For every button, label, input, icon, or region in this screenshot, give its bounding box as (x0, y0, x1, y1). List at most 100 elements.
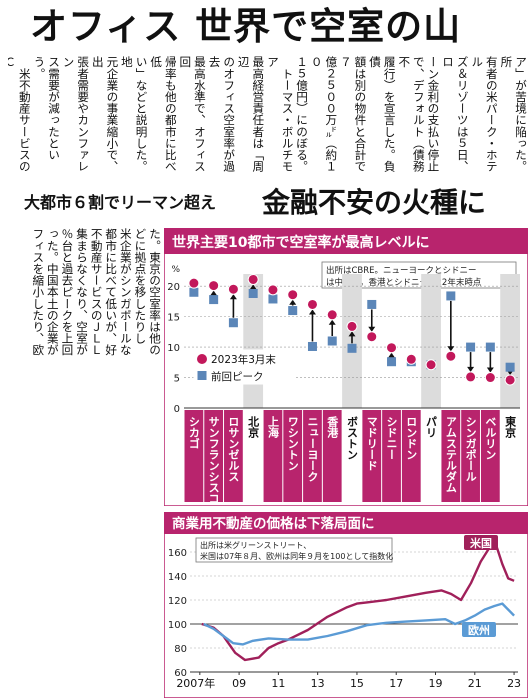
city-label-bg (401, 410, 421, 502)
legend-box (193, 349, 295, 385)
city-label: ニューヨーク (306, 416, 319, 482)
eu-series-label: 欧州 (468, 623, 490, 637)
chart-note-line2: は中心部。香港とシドニーは22年末時点 (326, 277, 482, 288)
city-label-bg (362, 410, 382, 502)
city-label: パリ (425, 416, 438, 438)
city-label-bg (322, 410, 342, 502)
note-box (195, 537, 393, 563)
text-column: どに拠点を移したりし (133, 228, 148, 344)
text-column: 米企業がシンガポールな (118, 228, 133, 356)
chart-note-line1: 出所は米グリーンストリート、 (200, 540, 311, 550)
chart-title: 世界主要10都市で空室率が最高レベルに (172, 234, 429, 251)
city-label: ロンドン (405, 416, 418, 460)
arrow-head (210, 290, 218, 296)
city-label-bg (303, 410, 322, 502)
arrow-head (308, 309, 316, 315)
arrow-head (388, 352, 396, 358)
current-marker (346, 320, 358, 332)
x-tick-label: 23 (507, 677, 521, 690)
current-marker (267, 284, 279, 296)
chart-title: 商業用不動産の価格は下落局面に (172, 515, 375, 532)
eu-label-bg (462, 622, 496, 637)
chart-note-line1: 出所はCBRE。ニューヨークとシドニー (326, 265, 477, 276)
peak-marker (228, 318, 238, 328)
article-bottom-text: た。東京の空室率は他の どに拠点を移したりし 米企業がシンガポールな 都市に比べて低い… (12, 228, 162, 698)
arrow-head (368, 326, 376, 332)
current-marker (287, 289, 299, 301)
y-unit: % (171, 265, 180, 275)
x-tick-label: 19 (429, 677, 443, 690)
text-column: 元企業の事業縮小で、出 (90, 56, 120, 172)
x-tick-label: 13 (311, 677, 325, 690)
subheadline-left: 大都市６割でリーマン超え (24, 193, 217, 212)
current-marker (366, 331, 378, 343)
text-column: トーマス・ボルチモア (265, 56, 295, 172)
peak-marker (268, 294, 278, 304)
x-tick-label: 17 (389, 677, 403, 690)
us-series-label: 米国 (469, 536, 492, 550)
text-column: 米不動産サービスのＣ (8, 56, 32, 172)
arrow-head (447, 346, 455, 352)
current-marker (188, 277, 200, 289)
text-column: 集まらなくなり、空室が (75, 228, 90, 356)
peak-marker (367, 299, 377, 309)
legend-current-label: 2023年3月末 (211, 353, 276, 366)
city-label-bg (421, 410, 441, 502)
city-label: サンフランシスコ (207, 416, 220, 504)
city-label-bg (480, 410, 500, 502)
text-column: 最高経営責任者は「周辺 (236, 56, 266, 172)
city-label-bg (243, 410, 263, 502)
city-label: 上海 (266, 415, 279, 439)
current-marker (484, 372, 496, 384)
peak-marker (288, 306, 298, 316)
y-tick-label: 80 (174, 644, 187, 655)
y-tick-label: 10 (167, 343, 180, 354)
y-tick-label: 5 (174, 374, 180, 385)
city-label: 東京 (504, 415, 517, 439)
chart-note-line2: 米国は07年８月、欧州は同年９月を100として指数化 (200, 551, 393, 561)
column-band (421, 274, 441, 408)
subheadline-right: 金融不安の火種に (262, 186, 487, 219)
column-band (500, 274, 520, 408)
x-tick-label: 09 (232, 677, 246, 690)
peak-marker (307, 341, 317, 351)
text-column: 億２５００万㌦（約１０ (309, 56, 339, 172)
peak-marker (189, 287, 199, 297)
current-marker (405, 353, 417, 365)
y-tick-label: 140 (168, 572, 187, 583)
text-column: た。東京の空室率は他の (148, 228, 162, 356)
city-label: シドニー (385, 416, 398, 460)
us-label-bg (464, 535, 498, 550)
current-marker (425, 359, 437, 371)
arrow-head (348, 331, 356, 337)
text-column: で、デフォルト（債務不 (397, 56, 426, 172)
peak-marker (485, 342, 495, 352)
series-line-us (201, 544, 515, 662)
current-marker (306, 298, 318, 310)
arrow-head (467, 366, 475, 372)
y-tick-label: 60 (174, 668, 187, 679)
text-column: ズ＆リゾーツは５日、ロ (441, 56, 470, 172)
vacancy-rate-chart: 世界主要10都市で空室率が最高レベルに出所はCBRE。ニューヨークとシドニーは中… (164, 228, 528, 506)
text-column: 有者の米パーク・ホテル (470, 56, 499, 172)
chart-title-bar (164, 228, 528, 254)
city-label-bg (224, 410, 243, 502)
peak-marker (347, 343, 357, 353)
city-label: ベルリン (484, 416, 497, 460)
y-tick-label: 120 (168, 596, 187, 607)
y-tick-label: 15 (167, 313, 180, 324)
peak-marker (505, 362, 515, 372)
text-column: 都市に比べて低いが、好 (104, 228, 119, 356)
peak-marker (446, 291, 456, 301)
city-label-bg (283, 410, 303, 502)
city-label-bg (184, 410, 204, 502)
arrow-head (229, 294, 237, 300)
city-label: アムステルダム (444, 416, 457, 493)
x-tick-label: 15 (350, 677, 364, 690)
city-label: マドリード (365, 416, 378, 471)
city-label-bg (342, 410, 362, 502)
arrow-head (328, 319, 336, 325)
current-marker (208, 280, 220, 292)
current-marker (386, 342, 398, 354)
text-column: 不動産サービスのＪＬＬ (89, 228, 104, 356)
